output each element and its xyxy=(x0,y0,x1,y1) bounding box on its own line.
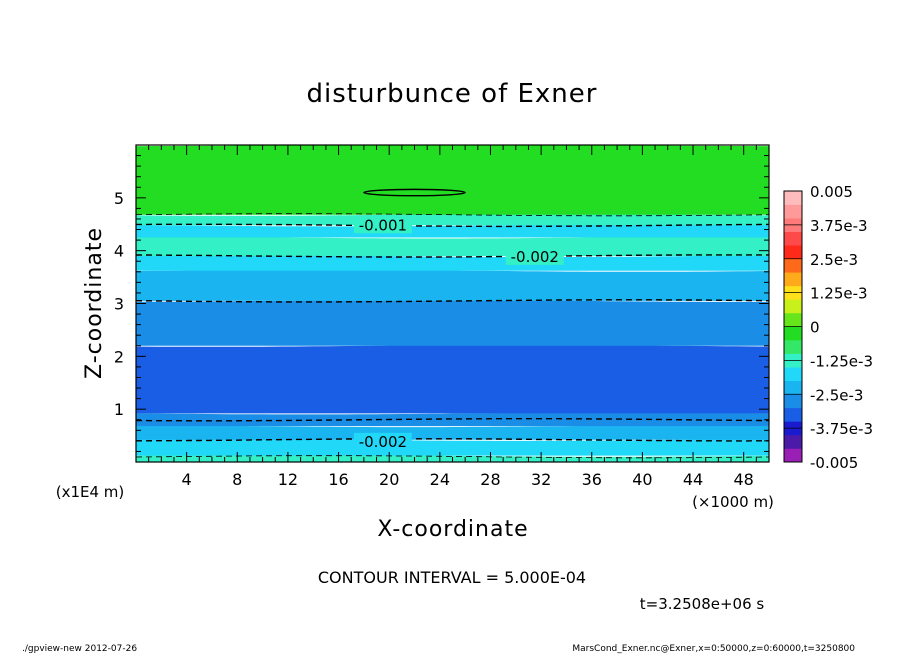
y-axis-unit: (x1E4 m) xyxy=(56,483,125,501)
x-tick-label: 48 xyxy=(734,470,754,489)
y-tick-label: 2 xyxy=(114,347,124,366)
colorbar-cell xyxy=(784,299,802,314)
colorbar-cell xyxy=(784,191,802,205)
colorbar-cell xyxy=(784,204,802,219)
contour-band xyxy=(136,254,769,271)
colorbar-cell xyxy=(784,312,802,327)
contour-label-bg xyxy=(353,216,412,234)
contour-band xyxy=(136,213,769,226)
colorbar-cell xyxy=(784,326,802,341)
x-tick-label: 32 xyxy=(531,470,551,489)
colorbar-label: 0.005 xyxy=(810,183,853,201)
colorbar-label: 3.75e-3 xyxy=(810,217,868,235)
contour-interval-text: CONTOUR INTERVAL = 5.000E-04 xyxy=(318,568,586,587)
plot-area: -0.001 -0.002 -0.002 xyxy=(135,144,770,463)
contour-label: -0.002 xyxy=(511,248,559,266)
contour-band xyxy=(136,425,769,440)
colorbar-cell xyxy=(784,407,802,422)
x-tick-label: 4 xyxy=(182,470,192,489)
x-tick-label: 24 xyxy=(430,470,450,489)
x-tick-label: 12 xyxy=(278,470,298,489)
contour-label: -0.002 xyxy=(359,433,407,451)
contour-band xyxy=(136,344,769,414)
contour-band xyxy=(136,438,769,456)
chart-title: disturbunce of Exner xyxy=(307,79,598,109)
footer-right: MarsCond_Exner.nc@Exner,x=0:50000,z=0:60… xyxy=(572,644,855,654)
colorbar-cell xyxy=(784,394,802,409)
contour-fill xyxy=(136,145,769,462)
contour-band xyxy=(136,236,769,256)
colorbar-label: -3.75e-3 xyxy=(810,420,873,438)
x-axis-label: X-coordinate xyxy=(377,517,528,542)
contour-line xyxy=(136,299,769,303)
contour-band xyxy=(136,224,769,238)
y-axis: 1 2 3 4 5 xyxy=(114,144,769,463)
colorbar: 0.005 3.75e-3 2.5e-3 1.25e-3 0 -1.25e-3 -2.5e-… xyxy=(783,183,873,472)
contour-band xyxy=(136,299,769,346)
contour-band xyxy=(136,145,769,215)
x-axis: 4 8 12 16 20 24 28 32 36 40 44 48 xyxy=(135,145,770,489)
colorbar-label: -0.005 xyxy=(810,454,858,472)
contour-label-bg xyxy=(505,247,564,265)
contour-line xyxy=(136,438,769,442)
colorbar-cell xyxy=(784,340,802,354)
x-tick-label: 8 xyxy=(232,470,242,489)
y-tick-label: 5 xyxy=(114,189,124,208)
x-tick-label: 20 xyxy=(379,470,399,489)
x-tick-label: 28 xyxy=(480,470,500,489)
contour-band xyxy=(136,412,769,427)
x-tick-label: 16 xyxy=(328,470,348,489)
colorbar-cell xyxy=(784,380,802,395)
contour-band xyxy=(136,269,769,301)
x-tick-label: 36 xyxy=(582,470,602,489)
y-tick-label: 4 xyxy=(114,242,124,261)
contour-line xyxy=(136,418,769,422)
colorbar-cell xyxy=(784,272,802,287)
x-tick-label: 40 xyxy=(632,470,652,489)
time-text: t=3.2508e+06 s xyxy=(640,595,765,613)
colorbar-cell xyxy=(784,258,802,273)
y-tick-label: 3 xyxy=(114,295,124,314)
colorbar-label: 0 xyxy=(810,319,820,337)
colorbar-cell xyxy=(784,245,802,260)
closed-contour xyxy=(363,188,466,197)
footer-left: ./gpview-new 2012-07-26 xyxy=(22,644,137,654)
colorbar-cell xyxy=(784,231,802,246)
colorbar-cell xyxy=(784,434,802,449)
x-axis-unit: (×1000 m) xyxy=(692,493,774,511)
colorbar-label: 1.25e-3 xyxy=(810,285,868,303)
x-tick-label: 44 xyxy=(683,470,703,489)
contour-line xyxy=(136,213,769,217)
contour-line xyxy=(136,223,769,228)
colorbar-cell xyxy=(784,367,802,381)
colorbar-label: 2.5e-3 xyxy=(810,251,858,269)
y-tick-label: 1 xyxy=(114,400,124,419)
colorbar-label: -1.25e-3 xyxy=(810,352,873,370)
colorbar-cell xyxy=(784,448,802,463)
colorbar-label: -2.5e-3 xyxy=(810,386,863,404)
contour-line xyxy=(136,455,769,459)
contour-label: -0.001 xyxy=(359,216,407,234)
contour-line xyxy=(136,254,769,258)
contour-label-bg xyxy=(353,432,412,450)
y-axis-label: Z-coordinate xyxy=(82,227,107,379)
